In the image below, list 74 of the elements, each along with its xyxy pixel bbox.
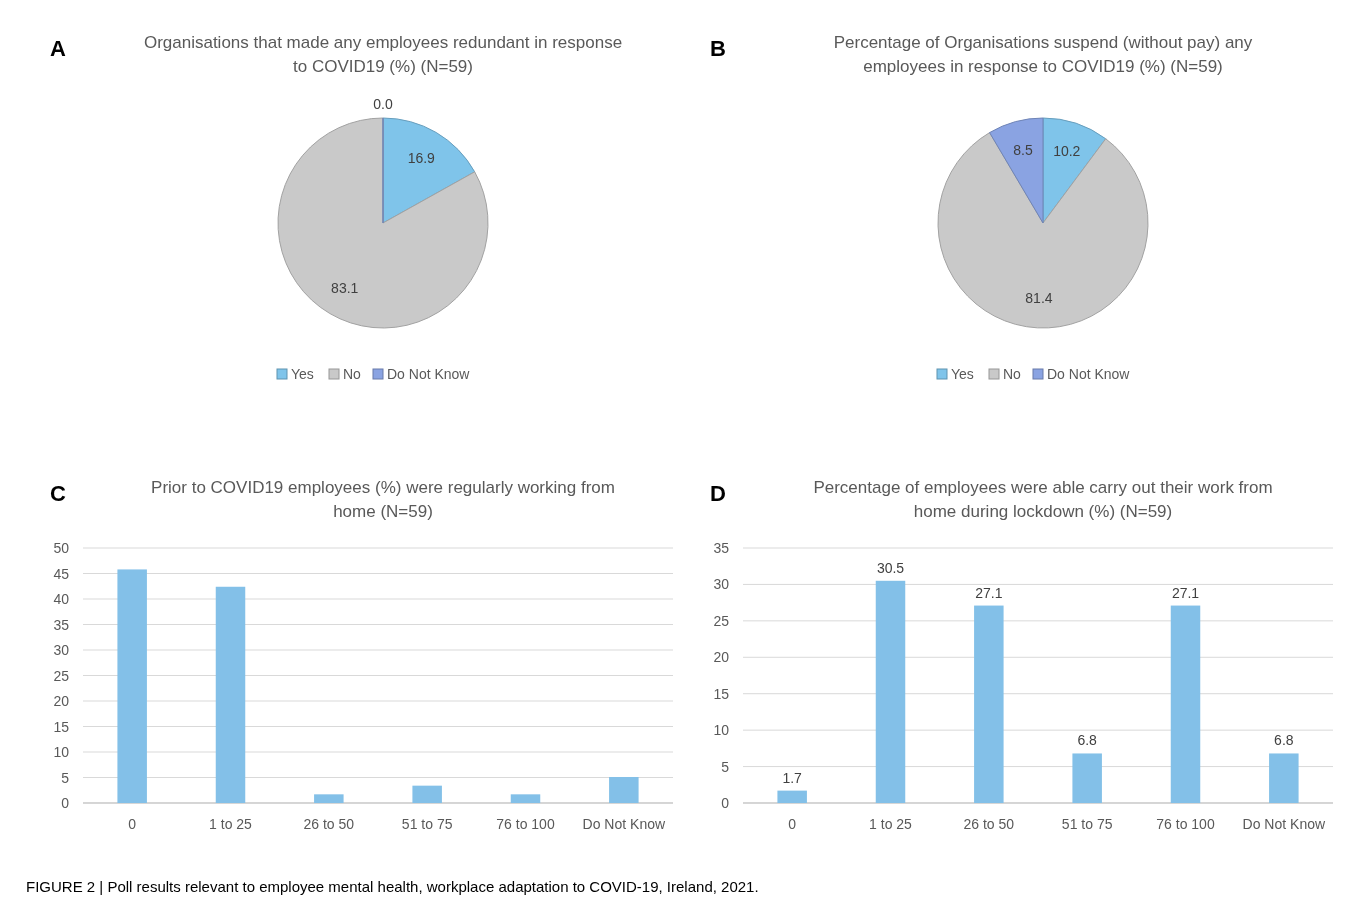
data-label: 27.1 [1171, 584, 1200, 601]
legend-label: Yes [951, 366, 974, 382]
y-tick-label: 50 [53, 540, 70, 556]
y-tick-label: 5 [721, 758, 730, 775]
y-tick-label: 45 [53, 565, 70, 582]
data-label: 10.2 [1053, 143, 1081, 160]
bar [1072, 753, 1102, 803]
data-label: 16.9 [407, 149, 436, 166]
bar [215, 586, 246, 803]
y-tick-label: 5 [61, 769, 70, 786]
x-tick-label: 26 to 50 [303, 816, 355, 832]
x-tick-label: 1 to 25 [209, 816, 253, 832]
data-label: 81.4 [1025, 290, 1053, 307]
x-tick-label: 1 to 25 [869, 816, 913, 832]
y-tick-label: 20 [713, 649, 730, 666]
text: D [710, 481, 726, 506]
y-tick-label: 30 [713, 576, 730, 593]
bar [609, 776, 639, 803]
x-tick-label: 0 [788, 816, 797, 832]
bar [777, 790, 807, 803]
y-tick-label: 35 [53, 616, 70, 633]
y-tick-label: 35 [713, 540, 730, 556]
bar [875, 580, 906, 803]
x-tick-label: 51 to 75 [1061, 816, 1113, 832]
y-tick-label: 0 [61, 795, 70, 811]
x-tick-label: 26 to 50 [963, 816, 1015, 832]
legend-label: No [1003, 366, 1022, 382]
pie-slice [382, 117, 476, 224]
legend-label: No [343, 366, 362, 382]
data-label: 83.1 [331, 280, 359, 297]
data-label: 6.8 [1274, 732, 1294, 749]
y-tick-label: 15 [53, 718, 70, 735]
data-label: 8.5 [1013, 142, 1034, 159]
x-tick-label: 0 [128, 816, 137, 832]
pie-slice [277, 117, 489, 329]
bar [314, 794, 344, 803]
legend-label: Do Not Know [1047, 366, 1131, 382]
y-tick-label: 10 [53, 744, 70, 760]
y-tick-label: 25 [53, 667, 70, 684]
text: 0.0 [373, 96, 393, 112]
x-tick-label: 51 to 75 [401, 816, 453, 832]
bar [117, 569, 147, 803]
y-tick-label: 0 [721, 795, 730, 811]
bar [974, 605, 1004, 803]
y-tick-label: 20 [53, 693, 70, 709]
x-tick-label: Do Not Know [1242, 816, 1326, 832]
caption: FIGURE 2 | Poll results relevant to employee mental health, workplace adaptation to COVID-19, Ireland, 2021. [26, 878, 759, 895]
y-tick-label: 15 [713, 685, 730, 702]
legend-label: Do Not Know [387, 366, 471, 382]
chart-title: Prior to COVID19 employees (%) were regularly working from home (N=59) [151, 478, 615, 521]
y-tick-label: 25 [713, 612, 730, 629]
x-tick-label: 76 to 100 [1156, 816, 1215, 832]
text: C [50, 481, 66, 506]
bar [1170, 605, 1201, 803]
chart-title: Percentage of employees were able carry out their work from home during lockdown (%) (N=59) [813, 478, 1273, 521]
chart-title: Percentage of Organisations suspend (without pay) any employees in response to COVID19 (%) (N=59) [833, 33, 1253, 76]
x-tick-label: 76 to 100 [496, 816, 555, 832]
data-label: 1.7 [782, 769, 803, 786]
x-tick-label: Do Not Know [582, 816, 666, 832]
chart-title: Organisations that made any employees redundant in response to COVID19 (%) (N=59) [143, 33, 623, 76]
bar [510, 794, 541, 803]
y-tick-label: 30 [53, 642, 70, 658]
pie-slice [937, 132, 1149, 329]
data-label: 27.1 [975, 584, 1003, 601]
legend-label: Yes [291, 366, 314, 382]
y-tick-label: 10 [713, 722, 730, 739]
data-label: 30.5 [876, 559, 905, 576]
text: A [50, 36, 66, 61]
pie-slice [989, 117, 1044, 224]
data-label: 6.8 [1077, 732, 1098, 749]
text: B [710, 36, 726, 61]
y-tick-label: 40 [53, 591, 70, 607]
bar [412, 785, 442, 803]
bar [1269, 753, 1299, 803]
